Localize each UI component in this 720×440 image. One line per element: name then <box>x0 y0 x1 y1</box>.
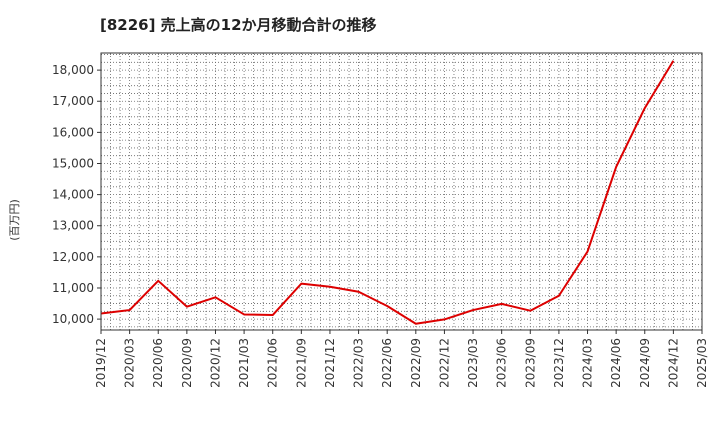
x-tick-label: 2020/06 <box>151 338 165 388</box>
x-tick-label: 2023/06 <box>495 338 509 388</box>
data-series <box>100 60 675 325</box>
x-tick-label: 2020/03 <box>123 338 137 388</box>
x-tick-label: 2020/12 <box>208 338 222 388</box>
y-tick-label: 17,000 <box>52 94 94 108</box>
x-tick-label: 2023/03 <box>466 338 480 388</box>
x-tick-label: 2025/03 <box>695 338 709 388</box>
y-tick-label: 10,000 <box>52 312 94 326</box>
y-tick-label: 13,000 <box>52 219 94 233</box>
x-tick-label: 2021/06 <box>266 338 280 388</box>
x-tick-label: 2021/12 <box>323 338 337 388</box>
y-tick-label: 15,000 <box>52 156 94 170</box>
y-tick-label: 16,000 <box>52 125 94 139</box>
x-tick-label: 2024/09 <box>638 338 652 388</box>
plot-area <box>101 53 702 330</box>
y-tick-label: 11,000 <box>52 281 94 295</box>
chart-title: [8226] 売上高の12か月移動合計の推移 <box>100 16 377 34</box>
x-tick-label: 2021/03 <box>237 338 251 388</box>
plot-frame <box>100 52 703 331</box>
x-tick-label: 2024/06 <box>609 338 623 388</box>
x-tick-label: 2023/09 <box>523 338 537 388</box>
x-tick-label: 2024/12 <box>666 338 680 388</box>
y-tick-labels: 10,000 11,000 12,000 13,000 14,000 15,000 16,0… <box>52 63 101 326</box>
x-tick-labels: 2019/12 2020/03 2020/06 2020/09 2020/12 2021/… <box>94 330 709 388</box>
y-tick-label: 14,000 <box>52 188 94 202</box>
x-tick-label: 2022/09 <box>409 338 423 388</box>
x-tick-label: 2019/12 <box>94 338 108 388</box>
x-tick-label: 2022/12 <box>437 338 451 388</box>
x-tick-label: 2022/06 <box>380 338 394 388</box>
x-tick-label: 2023/12 <box>552 338 566 388</box>
series-line <box>100 60 675 325</box>
x-tick-label: 2020/09 <box>180 338 194 388</box>
x-tick-label: 2021/09 <box>294 338 308 388</box>
x-tick-label: 2022/03 <box>352 338 366 388</box>
y-tick-label: 12,000 <box>52 250 94 264</box>
x-tick-label: 2024/03 <box>581 338 595 388</box>
y-tick-label: 18,000 <box>52 63 94 77</box>
